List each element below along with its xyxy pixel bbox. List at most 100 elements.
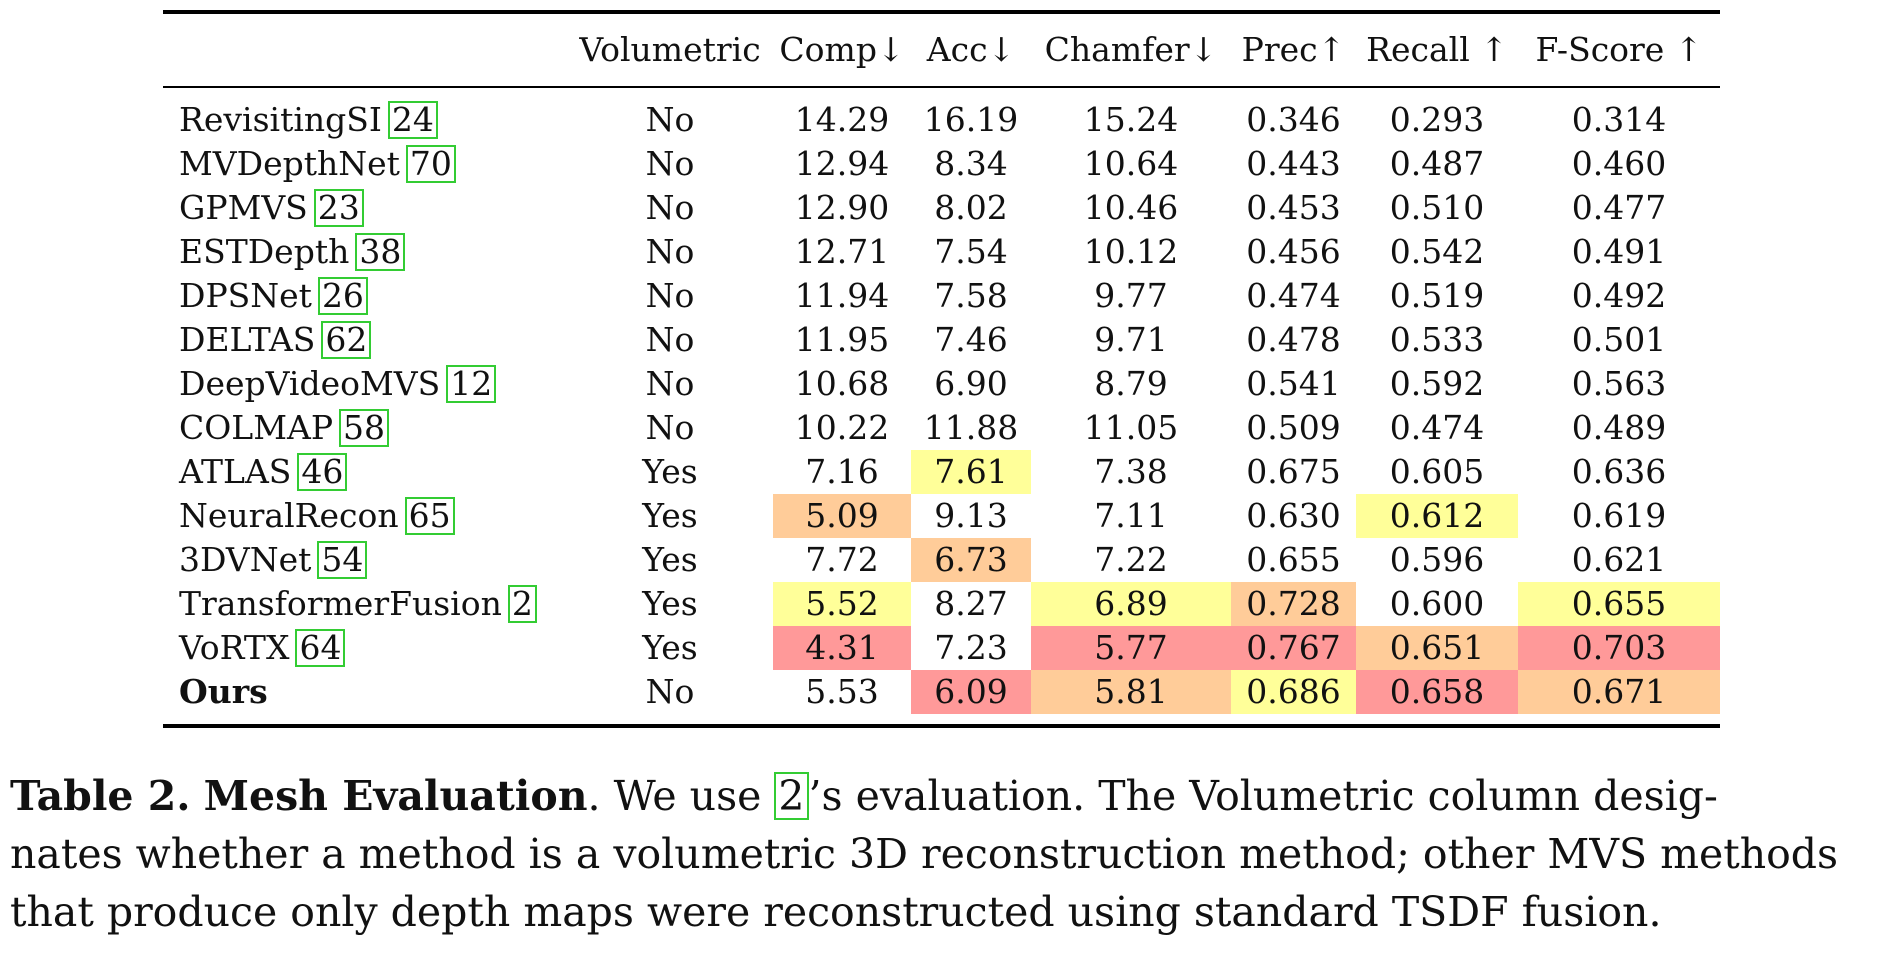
comp-cell: 5.53 (805, 672, 879, 711)
citation-link[interactable]: 24 (387, 101, 438, 139)
method-cell: ATLAS 46 (163, 450, 567, 494)
table-row: VoRTX 64 Yes 4.31 7.23 5.77 0.767 0.651 0.703 (163, 626, 1720, 670)
method-name: DPSNet (179, 276, 312, 315)
header-prec: Prec↑ (1241, 30, 1346, 69)
recall-cell: 0.533 (1389, 320, 1485, 359)
prec-cell: 0.453 (1246, 188, 1341, 227)
chamfer-cell: 5.77 (1031, 626, 1231, 670)
method-name: MVDepthNet (179, 144, 400, 183)
citation-link[interactable]: 64 (295, 629, 346, 667)
acc-cell: 7.61 (911, 450, 1031, 494)
citation-link[interactable]: 54 (317, 541, 368, 579)
comp-cell: 5.52 (773, 582, 911, 626)
method-cell: NeuralRecon 65 (163, 494, 567, 538)
volumetric-cell: Yes (642, 628, 698, 667)
header-method (163, 14, 567, 86)
table-row: 3DVNet 54 Yes 7.72 6.73 7.22 0.655 0.596 0.621 (163, 538, 1720, 582)
citation-link[interactable]: 58 (339, 409, 390, 447)
citation-link[interactable]: 26 (317, 277, 368, 315)
header-acc: Acc↓ (926, 30, 1016, 69)
fscore-cell: 0.492 (1571, 276, 1667, 315)
acc-cell: 7.23 (934, 628, 1008, 667)
prec-cell: 0.541 (1246, 364, 1341, 403)
method-cell: GPMVS 23 (163, 186, 567, 230)
table-row: ESTDepth 38 No 12.71 7.54 10.12 0.456 0.542 0.49… (163, 230, 1720, 274)
volumetric-cell: No (645, 100, 695, 139)
method-name: VoRTX (179, 628, 290, 667)
method-cell: COLMAP 58 (163, 406, 567, 450)
volumetric-cell: No (645, 144, 695, 183)
citation-link[interactable]: 46 (297, 453, 348, 491)
recall-cell: 0.612 (1356, 494, 1518, 538)
table-row: DPSNet 26 No 11.94 7.58 9.77 0.474 0.519 0.492 (163, 274, 1720, 318)
acc-cell: 11.88 (923, 408, 1019, 447)
caption-citation[interactable]: 2 (774, 772, 809, 820)
method-name: 3DVNet (179, 540, 312, 579)
citation-link[interactable]: 62 (321, 321, 372, 359)
volumetric-cell: No (645, 232, 695, 271)
fscore-cell: 0.460 (1571, 144, 1667, 183)
citation-link[interactable]: 65 (404, 497, 455, 535)
header-comp: Comp↓ (779, 30, 905, 69)
chamfer-cell: 11.05 (1083, 408, 1179, 447)
table-row: Ours No 5.53 6.09 5.81 0.686 0.658 0.671 (163, 670, 1720, 714)
volumetric-cell: No (645, 320, 695, 359)
volumetric-cell: Yes (642, 540, 698, 579)
method-name: DeepVideoMVS (179, 364, 441, 403)
bottom-rule (163, 724, 1720, 728)
prec-cell: 0.655 (1246, 540, 1341, 579)
comp-cell: 11.94 (794, 276, 890, 315)
comp-cell: 4.31 (773, 626, 911, 670)
prec-cell: 0.686 (1231, 670, 1356, 714)
citation-link[interactable]: 2 (507, 585, 537, 623)
method-cell: TransformerFusion 2 (163, 582, 567, 626)
caption-line-3: that produce only depth maps were recons… (10, 888, 1662, 936)
recall-cell: 0.600 (1389, 584, 1485, 623)
chamfer-cell: 9.71 (1094, 320, 1168, 359)
acc-cell: 8.02 (934, 188, 1008, 227)
fscore-cell: 0.671 (1518, 670, 1720, 714)
chamfer-cell: 7.38 (1094, 452, 1168, 491)
volumetric-cell: Yes (642, 452, 698, 491)
top-rule (163, 10, 1720, 14)
recall-cell: 0.293 (1389, 100, 1485, 139)
method-name: COLMAP (179, 408, 334, 447)
method-cell: Ours (163, 670, 567, 714)
fscore-cell: 0.621 (1571, 540, 1667, 579)
citation-link[interactable]: 70 (405, 145, 456, 183)
citation-link[interactable]: 12 (446, 365, 497, 403)
prec-cell: 0.474 (1246, 276, 1341, 315)
comp-cell: 7.16 (805, 452, 879, 491)
method-name: RevisitingSI (179, 100, 382, 139)
recall-cell: 0.487 (1389, 144, 1485, 183)
table-row: DeepVideoMVS 12 No 10.68 6.90 8.79 0.541 0.592 0… (163, 362, 1720, 406)
method-name: NeuralRecon (179, 496, 399, 535)
fscore-cell: 0.636 (1571, 452, 1667, 491)
results-table: Volumetric Comp↓ Acc↓ Chamfer↓ Prec↑ Rec… (163, 10, 1720, 728)
table-row: ATLAS 46 Yes 7.16 7.61 7.38 0.675 0.605 0.636 (163, 450, 1720, 494)
acc-cell: 7.46 (934, 320, 1008, 359)
caption-text-1b: ’s evaluation. The Volumetric column des… (808, 772, 1718, 820)
comp-cell: 5.09 (773, 494, 911, 538)
recall-cell: 0.519 (1389, 276, 1485, 315)
chamfer-cell: 9.77 (1094, 276, 1168, 315)
chamfer-cell: 5.81 (1031, 670, 1231, 714)
volumetric-cell: No (645, 276, 695, 315)
prec-cell: 0.346 (1246, 100, 1341, 139)
prec-cell: 0.509 (1246, 408, 1341, 447)
method-name: ATLAS (179, 452, 292, 491)
prec-cell: 0.728 (1231, 582, 1356, 626)
table-row: DELTAS 62 No 11.95 7.46 9.71 0.478 0.533 0.501 (163, 318, 1720, 362)
citation-link[interactable]: 23 (313, 189, 364, 227)
volumetric-cell: No (645, 408, 695, 447)
chamfer-cell: 10.64 (1083, 144, 1179, 183)
method-cell: DELTAS 62 (163, 318, 567, 362)
table-caption: Table 2. Mesh Evaluation. We use 2’s eva… (10, 767, 1873, 941)
comp-cell: 10.22 (794, 408, 890, 447)
table-row: GPMVS 23 No 12.90 8.02 10.46 0.453 0.510 0.477 (163, 186, 1720, 230)
method-cell: RevisitingSI 24 (163, 98, 567, 142)
table-row: MVDepthNet 70 No 12.94 8.34 10.64 0.443 0.487 0.… (163, 142, 1720, 186)
recall-cell: 0.605 (1389, 452, 1485, 491)
citation-link[interactable]: 38 (355, 233, 406, 271)
recall-cell: 0.510 (1389, 188, 1485, 227)
